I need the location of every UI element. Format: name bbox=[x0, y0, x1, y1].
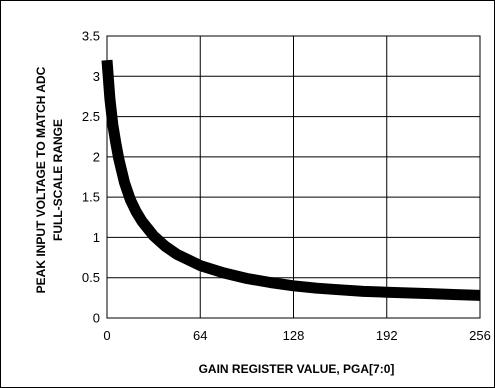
y-tick-labels: 0 0.5 1 1.5 2 2.5 3 3.5 bbox=[82, 29, 100, 326]
x-tick-label: 128 bbox=[283, 328, 305, 343]
plot-area-border bbox=[106, 35, 481, 319]
y-tick-label: 2 bbox=[93, 149, 100, 164]
y-tick-label: 1 bbox=[93, 230, 100, 245]
y-tick-label: 0 bbox=[93, 311, 100, 326]
y-axis-label-line-2: FULL-SCALE RANGE bbox=[51, 119, 65, 241]
x-axis-label: GAIN REGISTER VALUE, PGA[7:0] bbox=[199, 362, 395, 376]
y-axis-label-line-1: PEAK INPUT VOLTAGE TO MATCH ADC bbox=[34, 66, 48, 293]
x-tick-label: 0 bbox=[103, 328, 110, 343]
x-tick-label: 256 bbox=[469, 328, 491, 343]
y-tick-label: 0.5 bbox=[82, 270, 100, 285]
x-tick-labels: 0 64 128 192 256 bbox=[103, 328, 490, 343]
y-tick-label: 2.5 bbox=[82, 109, 100, 124]
y-tick-label: 1.5 bbox=[82, 190, 100, 205]
grid bbox=[106, 35, 481, 319]
series-line bbox=[101, 59, 481, 301]
x-tick-label: 64 bbox=[193, 328, 207, 343]
x-tick-label: 192 bbox=[376, 328, 398, 343]
y-tick-label: 3.5 bbox=[82, 29, 100, 44]
y-tick-label: 3 bbox=[93, 69, 100, 84]
